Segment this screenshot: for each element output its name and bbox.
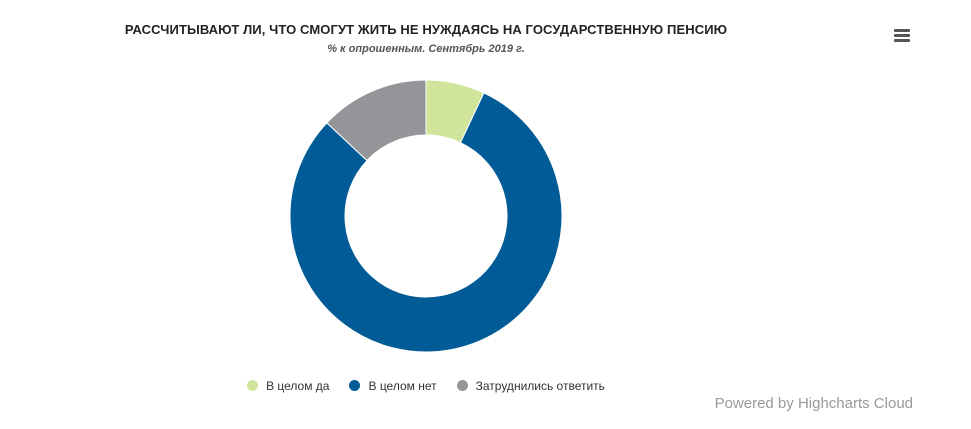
menu-bar [894,29,910,32]
credits-link[interactable]: Powered by Highcharts Cloud [714,395,913,412]
legend-item[interactable]: В целом нет [349,379,437,393]
legend-label: Затруднились ответить [475,379,605,393]
legend-label: В целом нет [368,379,437,393]
chart-title: РАССЧИТЫВАЮТ ЛИ, ЧТО СМОГУТ ЖИТЬ НЕ НУЖД… [124,22,728,37]
hamburger-menu-icon[interactable] [888,22,916,48]
legend-marker [247,380,259,391]
legend-item[interactable]: Затруднились ответить [456,379,605,393]
menu-bar [894,34,910,37]
pie-slice[interactable] [326,79,427,162]
chart-legend: В целом да В целом нет Затруднились ответи… [0,379,852,397]
menu-bar [894,39,910,42]
pie-slice[interactable] [289,92,563,353]
legend-item[interactable]: В целом да [247,379,329,393]
legend-marker [349,380,361,391]
legend-label: В целом да [266,379,330,393]
legend-marker [456,380,468,391]
chart-subtitle: % к опрошенным. Сентябрь 2019 г. [327,43,525,55]
